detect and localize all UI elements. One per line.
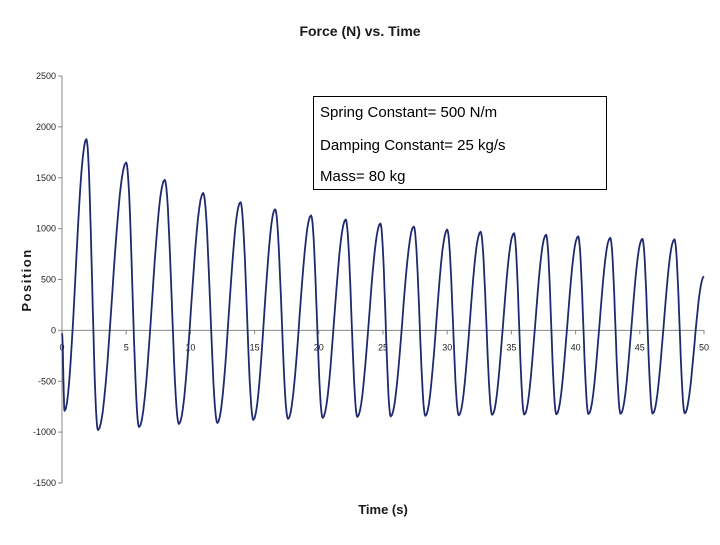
mass-label: Mass= 80 kg — [320, 168, 406, 185]
y-tick-label: 2500 — [36, 71, 56, 81]
x-tick-label: 5 — [124, 342, 129, 352]
y-tick-label: -500 — [38, 376, 56, 386]
damping-constant-label: Damping Constant= 25 kg/s — [320, 137, 506, 154]
position-series-line — [61, 138, 705, 431]
x-tick-label: 15 — [250, 342, 260, 352]
chart-title: Force (N) vs. Time — [299, 23, 420, 39]
y-tick-label: 1000 — [36, 224, 56, 234]
x-tick-label: 45 — [635, 342, 645, 352]
x-tick-label: 25 — [378, 342, 388, 352]
spring-constant-label: Spring Constant= 500 N/m — [320, 104, 498, 121]
series — [61, 138, 705, 431]
y-axis-title: Position — [19, 248, 34, 311]
y-tick-label: 1500 — [36, 173, 56, 183]
x-tick-label: 40 — [571, 342, 581, 352]
x-tick-label: 10 — [185, 342, 195, 352]
x-tick-label: 30 — [442, 342, 452, 352]
annotation-box: Spring Constant= 500 N/m Damping Constan… — [313, 96, 607, 190]
y-tick-label: -1000 — [33, 427, 56, 437]
x-axis-title: Time (s) — [358, 502, 408, 517]
y-tick-label: -1500 — [33, 478, 56, 488]
y-tick-label: 500 — [41, 275, 56, 285]
y-tick-label: 0 — [51, 325, 56, 335]
x-tick-label: 35 — [506, 342, 516, 352]
x-tick-label: 50 — [699, 342, 709, 352]
y-tick-label: 2000 — [36, 122, 56, 132]
